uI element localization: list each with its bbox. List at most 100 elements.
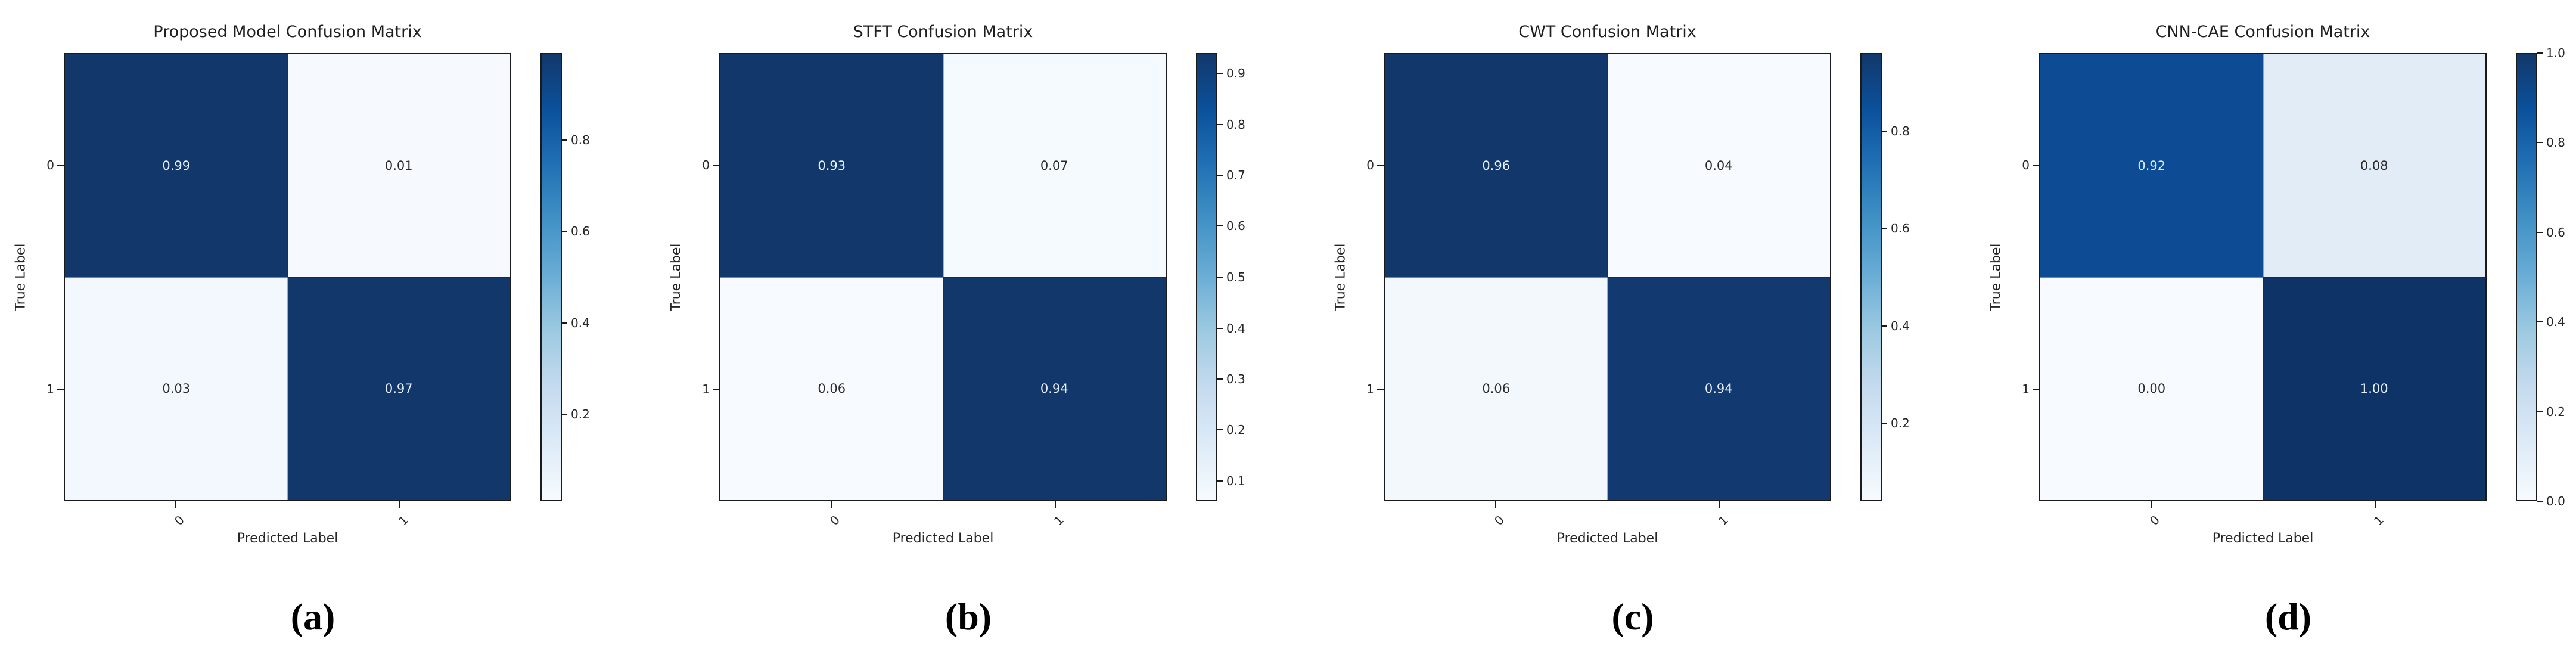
heatmap-cell-1-1: 0.94 (943, 277, 1166, 500)
heatmap-cell-1-1: 1.00 (2263, 277, 2485, 500)
y-tick-mark (2033, 389, 2039, 390)
y-tick-label: 0 (702, 158, 710, 172)
heatmap-cell-0-0: 0.92 (2040, 54, 2263, 277)
panel-caption: (a) (290, 595, 335, 638)
y-tick-label: 1 (46, 382, 54, 396)
colorbar-tick-label: 0.4 (1891, 318, 1910, 333)
colorbar-tick-label: 0.4 (1226, 321, 1245, 336)
x-tick-mark (175, 501, 176, 508)
x-tick-mark (1495, 501, 1496, 508)
y-tick-mark (1377, 165, 1384, 166)
cell-value: 0.99 (162, 159, 191, 173)
heatmap-grid: 0.99 0.01 0.03 0.97 (64, 53, 511, 501)
plot-title: Proposed Model Confusion Matrix (153, 23, 422, 41)
panel-caption: (c) (1611, 595, 1654, 638)
x-axis-label: Predicted Label (1556, 531, 1658, 546)
y-axis-label: True Label (1988, 243, 2004, 311)
panel-caption: (b) (944, 595, 992, 638)
x-axis-label: Predicted Label (892, 531, 994, 546)
cell-value: 0.03 (162, 381, 191, 396)
colorbar-tick-label: 0.2 (1891, 416, 1910, 431)
confusion-matrix-panel-c: CWT Confusion Matrix 0.96 0.04 0.06 0.94… (1323, 0, 1921, 661)
colorbar-tick-label: 1.0 (2546, 46, 2565, 60)
colorbar-tick-label: 0.2 (571, 407, 590, 422)
colorbar-tick-label: 0.2 (2546, 404, 2565, 419)
colorbar-gradient (540, 53, 562, 501)
colorbar-tick-mark (1217, 175, 1223, 176)
x-tick-mark (2151, 501, 2152, 508)
x-axis-label: Predicted Label (2212, 531, 2314, 546)
plot-title: STFT Confusion Matrix (853, 23, 1033, 41)
colorbar-tick-mark (1882, 325, 1887, 327)
heatmap-cell-1-0: 0.00 (2040, 277, 2263, 500)
colorbar-tick-label: 0.9 (1226, 66, 1245, 80)
colorbar-tick-label: 0.4 (571, 315, 590, 330)
cell-value: 0.07 (1040, 159, 1068, 173)
colorbar-tick-mark (562, 139, 567, 141)
colorbar-tick-label: 0.2 (1226, 423, 1245, 437)
cell-value: 0.08 (2360, 159, 2388, 173)
heatmap-grid: 0.92 0.08 0.00 1.00 (2039, 53, 2487, 501)
colorbar-tick-mark (1217, 225, 1223, 227)
heatmap-grid: 0.93 0.07 0.06 0.94 (719, 53, 1167, 501)
confusion-matrix-panel-d: CNN-CAE Confusion Matrix 0.92 0.08 0.00 … (1978, 0, 2576, 661)
cell-value: 0.00 (2137, 381, 2166, 396)
heatmap-cell-0-0: 0.96 (1385, 54, 1608, 277)
plot-title: CWT Confusion Matrix (1518, 23, 1696, 41)
colorbar-tick-label: 0.8 (571, 132, 590, 147)
heatmap-cell-1-1: 0.94 (1607, 277, 1830, 500)
colorbar-tick-mark (562, 231, 567, 232)
y-tick-label: 1 (2022, 382, 2030, 396)
cell-value: 0.94 (1040, 381, 1068, 396)
x-tick-mark (831, 501, 832, 508)
cell-value: 0.97 (384, 381, 413, 396)
heatmap-grid: 0.96 0.04 0.06 0.94 (1384, 53, 1831, 501)
colorbar-tick-mark (1882, 130, 1887, 132)
y-tick-mark (57, 165, 64, 166)
colorbar-tick-mark (2537, 321, 2543, 323)
y-tick-mark (713, 389, 719, 390)
colorbar-tick-mark (2537, 231, 2543, 233)
colorbar-ticks: 0.8 0.6 0.4 0.2 (1882, 53, 1924, 501)
y-tick-mark (713, 165, 719, 166)
colorbar-gradient (1196, 53, 1217, 501)
heatmap-cell-0-1: 0.04 (1607, 54, 1830, 277)
colorbar-tick-label: 0.6 (1891, 221, 1910, 236)
heatmap-cell-0-0: 0.99 (65, 54, 288, 277)
heatmap-cell-0-1: 0.01 (287, 54, 510, 277)
colorbar-tick-mark (2537, 501, 2543, 502)
colorbar (540, 53, 562, 501)
colorbar-tick-label: 0.8 (1891, 123, 1910, 138)
colorbar-tick-mark (1217, 378, 1223, 380)
y-tick-label: 0 (2022, 158, 2030, 172)
colorbar-gradient (2516, 53, 2537, 501)
y-axis-label: True Label (669, 243, 684, 311)
colorbar-tick-mark (2537, 411, 2543, 412)
panel-caption: (d) (2264, 595, 2312, 638)
y-tick-label: 0 (1366, 158, 1374, 172)
colorbar-tick-label: 0.6 (571, 224, 590, 239)
colorbar-tick-mark (1217, 277, 1223, 278)
cell-value: 0.06 (1482, 381, 1511, 396)
heatmap-cell-0-0: 0.93 (720, 54, 943, 277)
y-axis-label: True Label (13, 243, 29, 311)
colorbar-tick-label: 0.0 (2546, 494, 2565, 508)
confusion-matrix-panel-a: Proposed Model Confusion Matrix 0.99 0.0… (3, 0, 601, 661)
x-tick-mark (1719, 501, 1720, 508)
colorbar-ticks: 0.9 0.8 0.7 0.6 0.5 0.4 0.3 0.2 0.1 (1217, 53, 1259, 501)
colorbar-tick-label: 0.3 (1226, 371, 1245, 386)
y-tick-label: 1 (1366, 382, 1374, 396)
heatmap-cell-0-1: 0.08 (2263, 54, 2485, 277)
y-tick-mark (1377, 389, 1384, 390)
cell-value: 0.96 (1482, 159, 1511, 173)
x-tick-mark (1055, 501, 1056, 508)
colorbar-ticks: 0.8 0.6 0.4 0.2 (562, 53, 604, 501)
x-axis-label: Predicted Label (237, 531, 338, 546)
confusion-matrix-panel-b: STFT Confusion Matrix 0.93 0.07 0.06 0.9… (658, 0, 1256, 661)
colorbar-tick-label: 0.7 (1226, 168, 1245, 183)
colorbar-tick-mark (1217, 327, 1223, 329)
colorbar-tick-label: 0.5 (1226, 270, 1245, 284)
plot-title: CNN-CAE Confusion Matrix (2155, 23, 2370, 41)
y-tick-mark (57, 389, 64, 390)
cell-value: 1.00 (2360, 381, 2388, 396)
